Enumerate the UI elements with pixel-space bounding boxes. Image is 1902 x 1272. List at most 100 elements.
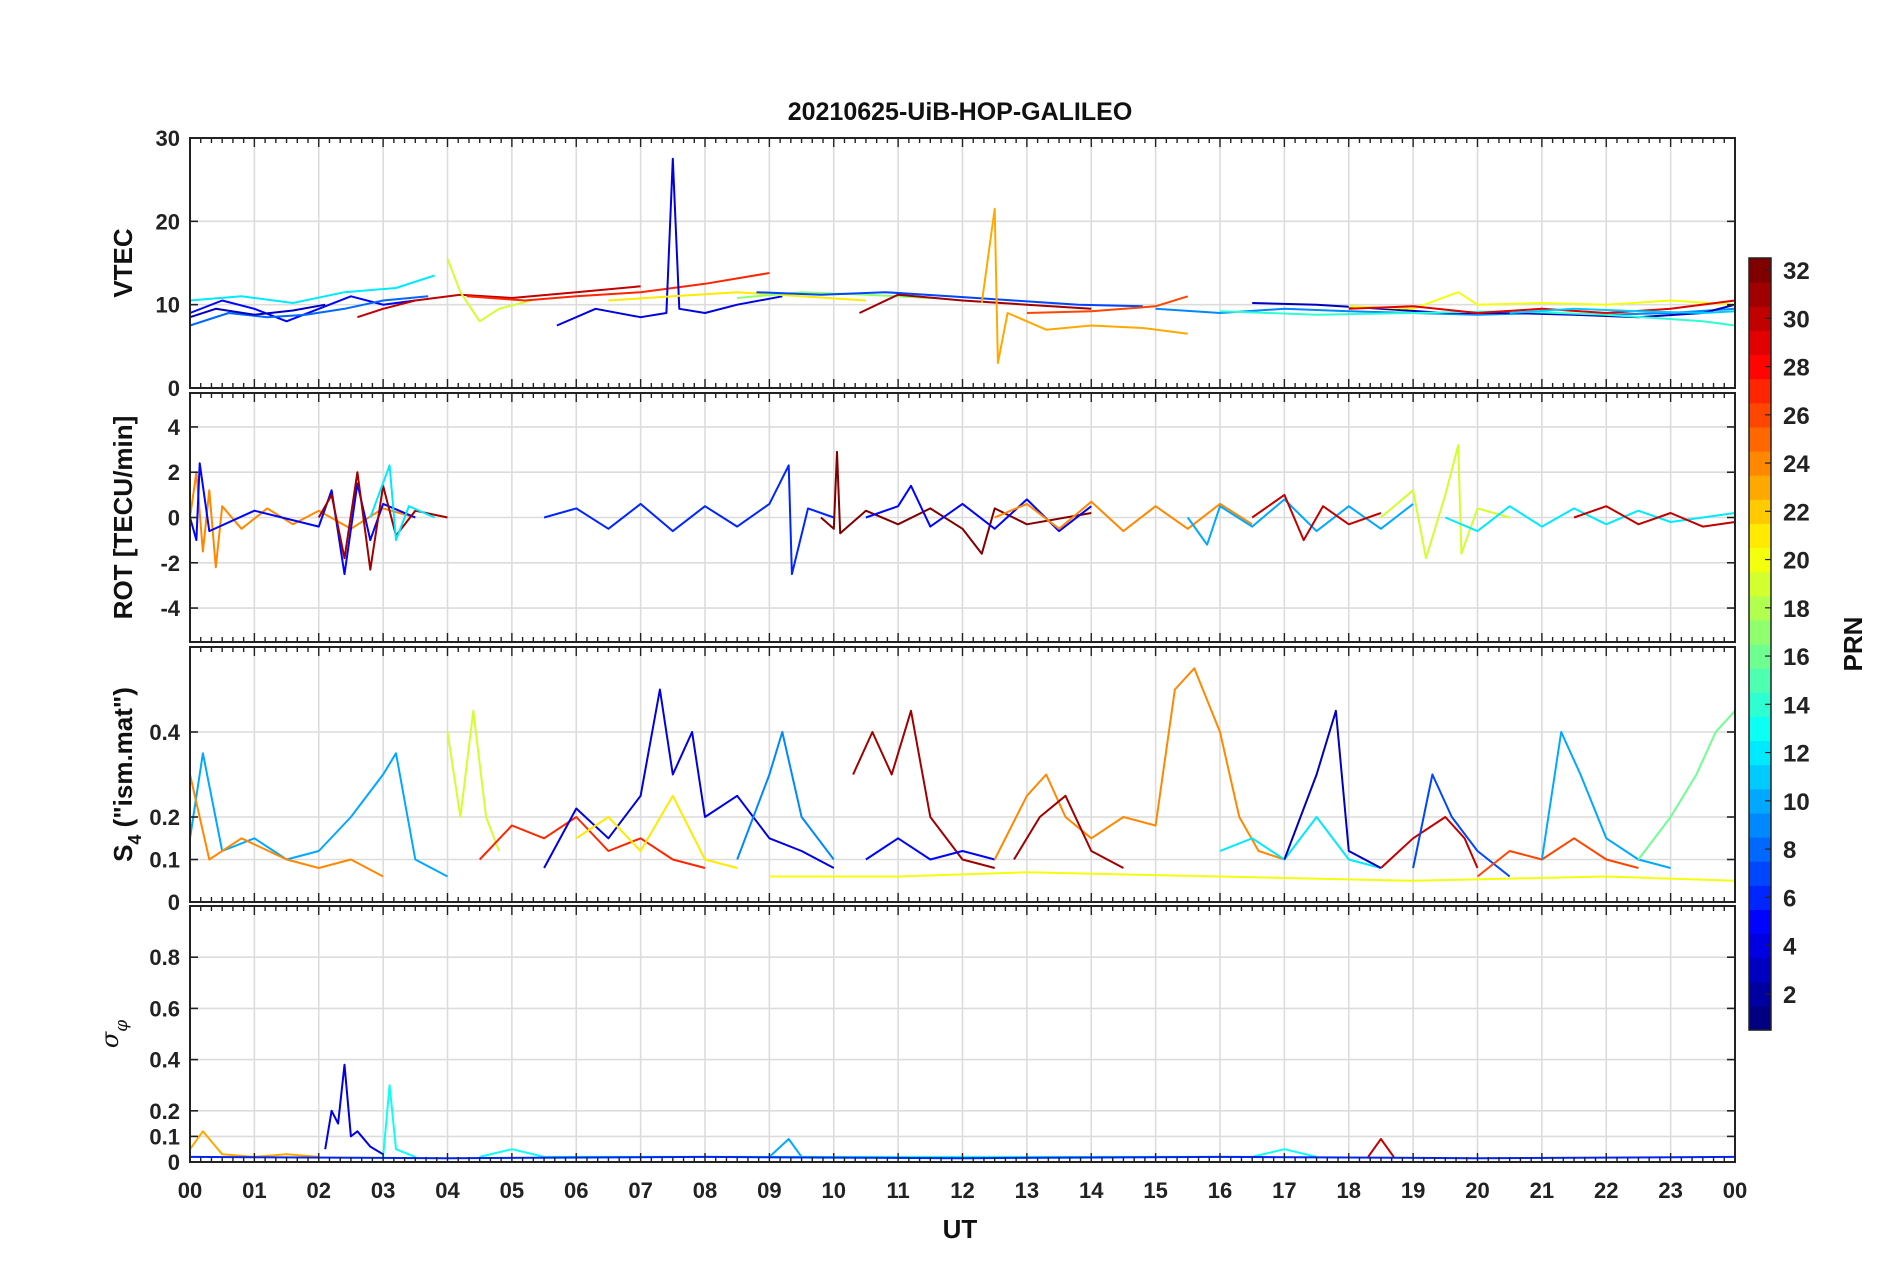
y-axis-label: S4 ("ism.mat") — [108, 687, 145, 862]
series-line-prn-20 — [1348, 291, 1736, 310]
series-line-prn-24 — [189, 774, 384, 878]
series-line-prn-5 — [189, 462, 416, 576]
x-tick-label: 01 — [242, 1178, 266, 1203]
series-line-prn-24 — [993, 667, 1285, 861]
colorbar-cell — [1749, 740, 1771, 766]
y-tick-label: 0.2 — [149, 1099, 180, 1124]
series-group — [189, 157, 1736, 364]
x-tick-label: 13 — [1015, 1178, 1039, 1203]
series-line-prn-4 — [543, 688, 835, 869]
colorbar-cell — [1749, 861, 1771, 886]
y-tick-label: 0.4 — [149, 720, 180, 745]
series-line-prn-31 — [317, 471, 448, 571]
colorbar-cell — [1749, 451, 1771, 476]
colorbar-cell — [1749, 933, 1771, 959]
series-line-prn-23 — [189, 1130, 319, 1158]
y-tick-label: -4 — [160, 596, 180, 621]
colorbar-tick-label: 20 — [1783, 548, 1810, 575]
series-line-prn-12 — [1444, 505, 1736, 533]
series-line-prn-32 — [820, 450, 1092, 555]
x-tick-label: 04 — [435, 1178, 460, 1203]
series-line-prn-31 — [852, 709, 995, 869]
colorbar-cell — [1749, 716, 1771, 742]
x-tick-label: 20 — [1465, 1178, 1489, 1203]
y-tick-label: 0 — [168, 1150, 180, 1175]
colorbar-cell — [1749, 306, 1771, 331]
colorbar-cell — [1749, 981, 1771, 1007]
series-line-prn-24 — [994, 500, 1253, 533]
colorbar-cell — [1749, 475, 1771, 500]
series-line-prn-26 — [1476, 837, 1639, 878]
series-line-prn-30 — [357, 285, 641, 319]
x-tick-label: 21 — [1530, 1178, 1554, 1203]
x-tick-label: 02 — [307, 1178, 331, 1203]
y-tick-label: 0 — [168, 376, 180, 401]
colorbar-tick-label: 26 — [1783, 403, 1810, 430]
series-line-prn-4 — [324, 1063, 384, 1156]
colorbar-tick-label: 22 — [1783, 499, 1810, 526]
panel-sigma: 00.10.2 0.4 0.6 0.8 σφ — [96, 905, 1736, 1175]
series-line-prn-7 — [1412, 773, 1511, 878]
colorbar-tick-label: 16 — [1783, 644, 1810, 671]
grid — [190, 906, 1735, 1162]
series-line-prn-6 — [543, 464, 835, 576]
x-tick-label: 22 — [1594, 1178, 1618, 1203]
x-tick-label: 03 — [371, 1178, 395, 1203]
x-tick-label: 06 — [564, 1178, 588, 1203]
series-line-prn-27 — [478, 816, 706, 869]
y-axis-label: VTEC — [108, 228, 138, 298]
y-tick-label: 2 — [168, 460, 180, 485]
colorbar-cell — [1749, 402, 1771, 428]
colorbar-cell — [1749, 668, 1771, 693]
y-axis-label: σφ — [96, 1020, 132, 1048]
series-line-prn-3 — [1283, 709, 1382, 869]
colorbar-cell — [1749, 909, 1771, 935]
colorbar-cell — [1749, 619, 1771, 645]
series-line-prn-30 — [1380, 816, 1479, 869]
y-tick-label: 0.2 — [149, 805, 180, 830]
x-tick-label: 05 — [500, 1178, 524, 1203]
y-tick-label: 0.1 — [149, 848, 180, 873]
colorbar-cell — [1749, 595, 1771, 621]
series-line-prn-10 — [768, 1138, 803, 1158]
colorbar-cell — [1749, 837, 1771, 862]
colorbar-cell — [1749, 426, 1771, 452]
x-tick-label: 00 — [178, 1178, 202, 1203]
series-line-prn-16 — [1637, 710, 1736, 861]
x-ticks — [189, 393, 1736, 642]
series-line-prn-19 — [1380, 444, 1510, 560]
x-tick-label: 15 — [1143, 1178, 1167, 1203]
x-tick-label: 18 — [1337, 1178, 1361, 1203]
series-line-prn-13 — [382, 1084, 416, 1158]
series-line-prn-3 — [189, 303, 326, 319]
x-ticks — [189, 647, 1736, 902]
colorbar-cell — [1749, 547, 1771, 573]
colorbar-tick-label: 8 — [1783, 837, 1796, 864]
x-tick-label: 09 — [757, 1178, 781, 1203]
colorbar-tick-label: 6 — [1783, 885, 1796, 912]
colorbar-cell — [1749, 788, 1771, 814]
series-line-prn-12 — [369, 464, 436, 542]
series-line-prn-30 — [1251, 493, 1382, 542]
series-line-prn-12 — [1219, 816, 1382, 869]
series-line-prn-7 — [756, 291, 1143, 308]
colorbar-tick-label: 14 — [1783, 692, 1810, 719]
series-line-prn-30 — [1573, 505, 1736, 528]
x-tick-label: 12 — [950, 1178, 974, 1203]
colorbar-cell — [1749, 258, 1771, 283]
colorbar-cell — [1749, 1005, 1771, 1031]
colorbar-cell — [1749, 692, 1771, 717]
colorbar-cell — [1749, 764, 1771, 790]
series-line-prn-29 — [1348, 299, 1736, 314]
colorbar-tick-label: 24 — [1783, 451, 1810, 478]
series-line-prn-26 — [1026, 295, 1189, 314]
colorbar-tick-label: 28 — [1783, 355, 1810, 382]
series-line-prn-9 — [736, 731, 835, 861]
series-line-prn-27 — [466, 272, 770, 302]
y-tick-label: 0 — [168, 506, 180, 531]
x-tick-label: 23 — [1658, 1178, 1682, 1203]
grid — [190, 138, 1735, 388]
y-tick-label: 0.8 — [149, 945, 180, 970]
y-tick-label: 4 — [168, 415, 181, 440]
